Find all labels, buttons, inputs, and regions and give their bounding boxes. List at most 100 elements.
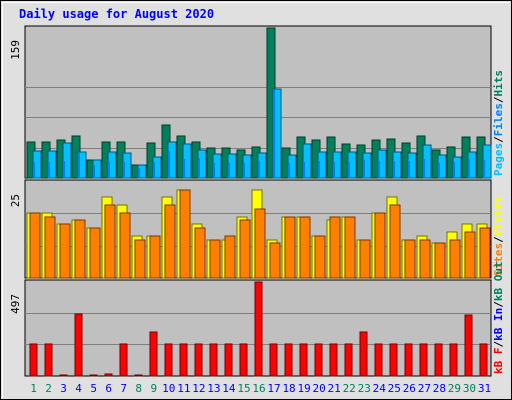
x-tick-day-26: 26 [403, 382, 416, 395]
bar-files-day-14 [228, 163, 230, 178]
bar-sites-day-18 [284, 216, 296, 279]
bar-files-day-9 [153, 162, 155, 178]
bar-files-day-7 [123, 162, 125, 178]
bar-sites-day-25 [389, 204, 401, 279]
bar-kb-f-day-13 [209, 343, 218, 377]
bar-files-day-31 [483, 160, 485, 178]
bar-kb-f-day-2 [44, 343, 53, 377]
x-tick-day-21: 21 [328, 382, 341, 395]
bar-sites-day-6 [104, 204, 116, 279]
x-tick-day-6: 6 [105, 382, 112, 395]
x-tick-day-23: 23 [358, 382, 371, 395]
bar-kb-f-day-18 [284, 343, 293, 377]
x-tick-day-31: 31 [478, 382, 491, 395]
bar-files-day-10 [168, 151, 170, 178]
bar-sites-day-20 [314, 235, 326, 279]
x-tick-day-20: 20 [313, 382, 326, 395]
x-tick-day-28: 28 [433, 382, 446, 395]
x-tick-day-22: 22 [343, 382, 356, 395]
bar-kb-f-day-24 [374, 343, 383, 377]
bar-sites-day-3 [59, 223, 71, 279]
bar-kb-f-day-14 [224, 343, 233, 377]
bar-kb-f-day-29 [449, 343, 458, 377]
bar-kb-f-day-17 [269, 343, 278, 377]
bar-files-day-4 [78, 153, 80, 178]
bar-files-day-11 [183, 159, 185, 178]
bar-kb-f-day-6 [104, 373, 113, 377]
bar-kb-f-day-5 [89, 374, 98, 377]
x-tick-day-30: 30 [463, 382, 476, 395]
bar-pages-day-19 [302, 143, 312, 179]
bar-sites-day-16 [254, 208, 266, 279]
legend-entry-kb-in: kB In [492, 308, 505, 341]
legend-separator: / [492, 341, 505, 348]
bar-sites-day-9 [149, 235, 161, 279]
bar-kb-f-day-28 [434, 343, 443, 377]
bar-sites-day-2 [44, 216, 56, 279]
bar-sites-day-13 [209, 239, 221, 279]
legend-kbytes: kB F/kB In/kB Out [492, 261, 505, 374]
bar-kb-f-day-19 [299, 343, 308, 377]
bar-sites-day-30 [464, 231, 476, 279]
ymax-label-kbytes: 497 [9, 294, 22, 314]
bar-kb-f-day-11 [179, 343, 188, 377]
bar-sites-day-27 [419, 239, 431, 279]
legend-separator: / [492, 301, 505, 308]
legend-entry-hits: Hits [492, 70, 505, 97]
bar-files-day-2 [48, 162, 50, 178]
bar-kb-f-day-9 [149, 331, 158, 377]
bar-sites-day-22 [344, 216, 356, 279]
bar-kb-f-day-27 [419, 343, 428, 377]
x-tick-day-18: 18 [282, 382, 295, 395]
bar-kb-f-day-10 [164, 343, 173, 377]
x-tick-day-11: 11 [177, 382, 190, 395]
bar-sites-day-10 [164, 204, 176, 279]
bar-sites-day-1 [29, 212, 41, 279]
bar-files-day-13 [213, 163, 215, 178]
bar-kb-f-day-16 [254, 281, 263, 377]
bar-sites-day-23 [359, 239, 371, 279]
legend-separator: / [492, 236, 505, 243]
bar-sites-day-21 [329, 216, 341, 279]
x-tick-day-29: 29 [448, 382, 461, 395]
x-tick-day-24: 24 [373, 382, 387, 395]
bar-files-day-27 [423, 159, 425, 178]
x-tick-day-1: 1 [30, 382, 37, 395]
bar-kb-f-day-31 [479, 343, 488, 377]
bar-kb-f-day-3 [59, 374, 68, 377]
bar-sites-day-28 [434, 242, 446, 279]
bar-kb-f-day-23 [359, 331, 368, 377]
bar-files-day-19 [303, 162, 305, 178]
x-tick-day-27: 27 [418, 382, 431, 395]
x-tick-day-8: 8 [135, 382, 142, 395]
legend-hits-files-pages: Pages/Files/Hits [492, 70, 505, 176]
bar-files-day-23 [363, 160, 365, 178]
bar-files-day-22 [348, 162, 350, 178]
bar-kb-f-day-1 [29, 343, 38, 377]
ymax-label-visits-sites: 25 [9, 194, 22, 207]
bar-files-day-29 [453, 162, 455, 178]
x-tick-day-19: 19 [297, 382, 310, 395]
bar-kb-f-day-12 [194, 343, 203, 377]
bar-sites-day-26 [404, 239, 416, 279]
x-tick-day-25: 25 [388, 382, 401, 395]
bar-pages-day-3 [62, 142, 72, 179]
x-tick-day-15: 15 [237, 382, 250, 395]
legend-entry-sites: Sites [492, 243, 505, 276]
legend-entry-kb-out: kB Out [492, 261, 505, 301]
bar-files-day-17 [273, 89, 275, 178]
x-tick-day-3: 3 [60, 382, 67, 395]
ymax-label-hits-files-pages: 159 [9, 40, 22, 60]
bar-files-day-3 [63, 161, 65, 178]
bar-sites-day-29 [449, 239, 461, 279]
bar-sites-day-5 [89, 227, 101, 279]
bar-files-day-28 [438, 163, 440, 178]
bar-files-day-25 [393, 161, 395, 178]
bar-files-day-20 [318, 161, 320, 178]
x-tick-day-9: 9 [150, 382, 157, 395]
x-tick-day-5: 5 [90, 382, 97, 395]
bar-files-day-26 [408, 161, 410, 178]
bar-files-day-6 [108, 162, 110, 178]
bar-sites-day-11 [179, 189, 191, 279]
bar-files-day-24 [378, 161, 380, 178]
